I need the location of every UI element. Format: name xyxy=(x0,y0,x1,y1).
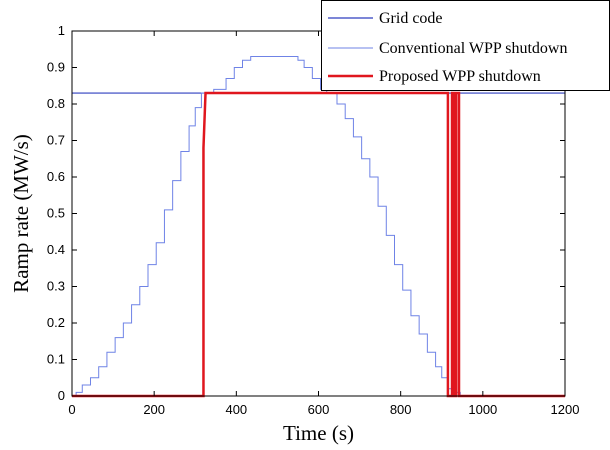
y-tick-label: 0.4 xyxy=(47,242,65,257)
y-tick-label: 0.2 xyxy=(47,315,65,330)
axes: 0 200 400 600 800 1000 1200 0 0.1 0.2 0.3 0.4 0.5 0.6… xyxy=(9,23,579,445)
y-tick-label: 0 xyxy=(58,388,65,403)
y-tick-label: 1 xyxy=(58,23,65,38)
x-tick-label: 1000 xyxy=(468,402,497,417)
legend-label: Grid code xyxy=(379,10,443,27)
x-tick-label: 1200 xyxy=(551,402,580,417)
y-tick-label: 0.9 xyxy=(47,60,65,75)
legend-label: Conventional WPP shutdown xyxy=(379,40,567,57)
x-axis-title: Time (s) xyxy=(283,421,354,445)
legend-label: Proposed WPP shutdown xyxy=(379,68,541,85)
y-tick-label: 0.6 xyxy=(47,169,65,184)
x-tick-label: 200 xyxy=(143,402,165,417)
series-line-2 xyxy=(72,56,565,397)
series-line-3 xyxy=(72,91,565,398)
x-tick-label: 0 xyxy=(68,402,75,417)
y-tick-label: 0.7 xyxy=(47,133,65,148)
y-tick-label: 0.1 xyxy=(47,352,65,367)
legend: Grid code Conventional WPP shutdown Propos… xyxy=(321,0,610,91)
x-tick-label: 600 xyxy=(308,402,330,417)
y-tick-label: 0.8 xyxy=(47,96,65,111)
plot-area xyxy=(72,56,565,398)
x-tick-label: 400 xyxy=(225,402,247,417)
x-tick-label: 800 xyxy=(390,402,412,417)
y-tick-label: 0.5 xyxy=(47,206,65,221)
y-axis-title: Ramp rate (MW/s) xyxy=(9,134,33,293)
y-tick-label: 0.3 xyxy=(47,279,65,294)
